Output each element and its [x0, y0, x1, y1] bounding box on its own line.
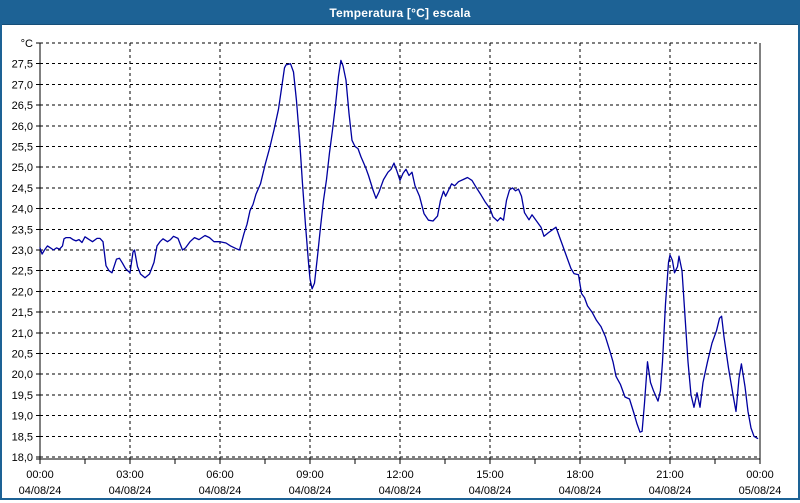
svg-text:18:00: 18:00	[566, 469, 594, 481]
svg-text:05/08/24: 05/08/24	[739, 485, 782, 497]
svg-text:19,0: 19,0	[12, 411, 33, 423]
svg-text:04/08/24: 04/08/24	[649, 485, 692, 497]
svg-text:23,0: 23,0	[12, 245, 33, 257]
svg-text:03:00: 03:00	[116, 469, 144, 481]
svg-text:18,0: 18,0	[12, 452, 33, 464]
svg-text:20,5: 20,5	[12, 349, 33, 361]
title-bar[interactable]: Temperatura [°C] escala	[2, 2, 798, 25]
svg-text:12:00: 12:00	[386, 469, 414, 481]
x-axis-labels: 00:00 04/08/24 03:00 04/08/24 06:00 04/08/24 0…	[19, 469, 782, 497]
temperature-chart: °C 27,5 27,0 26,5 26,0 25,5 25,0 24,5 24,0 23,5 23…	[12, 38, 782, 497]
svg-text:15:00: 15:00	[476, 469, 504, 481]
temperature-line	[39, 59, 759, 440]
svg-text:27,0: 27,0	[12, 79, 33, 91]
svg-text:22,0: 22,0	[12, 286, 33, 298]
svg-text:24,0: 24,0	[12, 204, 33, 216]
svg-text:21:00: 21:00	[656, 469, 684, 481]
svg-text:21,0: 21,0	[12, 328, 33, 340]
svg-text:18,5: 18,5	[12, 431, 33, 443]
y-axis-labels: 27,5 27,0 26,5 26,0 25,5 25,0 24,5 24,0 23,5 23,0…	[12, 59, 33, 464]
svg-text:04/08/24: 04/08/24	[559, 485, 602, 497]
svg-text:06:00: 06:00	[206, 469, 234, 481]
svg-text:00:00: 00:00	[746, 469, 774, 481]
svg-text:04/08/24: 04/08/24	[289, 485, 332, 497]
svg-text:00:00: 00:00	[26, 469, 54, 481]
svg-text:26,5: 26,5	[12, 100, 33, 112]
svg-text:25,5: 25,5	[12, 142, 33, 154]
svg-text:27,5: 27,5	[12, 59, 33, 71]
svg-text:20,0: 20,0	[12, 369, 33, 381]
svg-text:21,5: 21,5	[12, 307, 33, 319]
svg-text:04/08/24: 04/08/24	[469, 485, 512, 497]
svg-text:°C: °C	[21, 38, 33, 50]
svg-text:04/08/24: 04/08/24	[19, 485, 62, 497]
axis-frame	[36, 43, 761, 460]
y-axis-unit-label: °C	[21, 38, 33, 50]
svg-text:04/08/24: 04/08/24	[199, 485, 242, 497]
svg-text:22,5: 22,5	[12, 266, 33, 278]
window-title: Temperatura [°C] escala	[329, 6, 471, 20]
svg-text:23,5: 23,5	[12, 224, 33, 236]
svg-text:09:00: 09:00	[296, 469, 324, 481]
axis-ticks	[36, 42, 761, 464]
svg-text:24,5: 24,5	[12, 183, 33, 195]
chart-area: °C 27,5 27,0 26,5 26,0 25,5 25,0 24,5 24,0 23,5 23…	[2, 25, 798, 498]
svg-text:25,0: 25,0	[12, 162, 33, 174]
svg-text:26,0: 26,0	[12, 121, 33, 133]
svg-text:04/08/24: 04/08/24	[109, 485, 152, 497]
svg-text:04/08/24: 04/08/24	[379, 485, 422, 497]
svg-text:19,5: 19,5	[12, 390, 33, 402]
